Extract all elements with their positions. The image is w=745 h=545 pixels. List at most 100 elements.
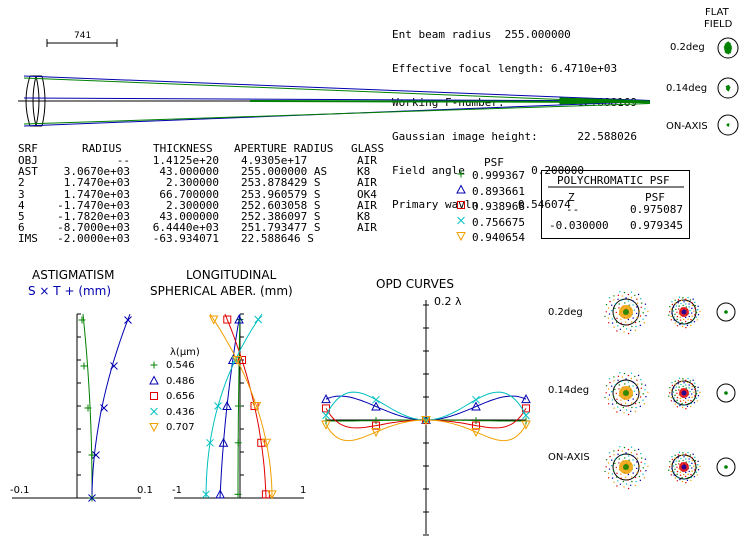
spot-dot — [690, 405, 692, 408]
ray-bundle-focus — [559, 97, 651, 105]
spot-dot — [616, 330, 618, 332]
spot-dot — [644, 458, 647, 460]
spot-dot — [684, 320, 687, 323]
effective-focal-length: Effective focal length: 6.4710e+03 — [392, 62, 618, 75]
spot-dot — [634, 321, 637, 324]
square-marker — [472, 421, 480, 430]
poly-psf-row-2-z: -0.030000 — [549, 219, 609, 232]
gaussian-image-height: Gaussian image height: 22.588026 — [392, 130, 638, 143]
spot-dot — [619, 372, 621, 374]
spot-dot — [647, 465, 649, 468]
spot-dot — [691, 393, 693, 395]
spot-core — [724, 310, 728, 314]
spot-dot — [699, 391, 701, 394]
spot-dot — [682, 304, 684, 307]
spot-dot — [694, 459, 697, 462]
spot-dot — [620, 403, 623, 405]
spot-dot — [696, 474, 699, 476]
spot-dot — [619, 483, 622, 485]
spot-core-inner — [623, 390, 629, 396]
spot-dot — [614, 462, 616, 465]
col-header-srf: SRF — [18, 142, 38, 155]
spot-dot — [611, 322, 614, 324]
spot-dot — [631, 406, 633, 409]
prescription-cell: 1.7470e+03 — [63, 187, 130, 201]
spot-dot — [632, 317, 634, 319]
spot-dot — [678, 389, 680, 391]
spot-dot — [675, 386, 677, 388]
triangle-marker — [521, 394, 531, 404]
spot-dot — [688, 306, 690, 308]
spot-dot — [687, 451, 689, 454]
spot-dot — [674, 302, 676, 304]
spot-dot — [611, 385, 613, 387]
spot-dot — [628, 304, 630, 306]
spot-dot — [634, 294, 636, 297]
spot-dot — [680, 454, 683, 457]
spot-dot — [638, 310, 641, 312]
longsa-0.436 — [205, 313, 263, 499]
spot-dot — [627, 455, 630, 457]
spot-dot — [682, 452, 684, 454]
opd-0.707 — [325, 419, 527, 442]
psf-value: 0.893661 — [472, 184, 525, 198]
spot-dot — [610, 390, 613, 393]
spot-circle — [716, 302, 736, 322]
spot-dot — [687, 318, 689, 320]
spot-dot — [680, 299, 683, 302]
spot-dot — [635, 312, 638, 315]
spot-dot — [688, 387, 690, 389]
spot-dot — [693, 469, 696, 471]
spot-dot — [675, 305, 677, 307]
spot-dot — [613, 380, 615, 382]
prescription-cell: 6.4440e+03 — [152, 221, 219, 235]
field-label-0.2deg: 0.2deg — [670, 42, 705, 53]
spot-dot — [627, 332, 630, 335]
prescription-cell: -8.7000e+03 — [57, 221, 130, 235]
wavelength-legend-title: λ(μm) — [170, 347, 200, 358]
spot-dot — [683, 301, 685, 303]
spot-dot — [631, 325, 633, 328]
spot-dot — [680, 380, 683, 383]
spot-dot — [685, 298, 687, 301]
spot-dot — [693, 465, 695, 467]
spot-dot — [611, 399, 614, 401]
poly-psf-row-2-psf: 0.979345 — [630, 219, 683, 232]
spot-dot — [694, 462, 696, 465]
spot-dot — [625, 483, 628, 485]
spot-dot — [605, 392, 607, 394]
spot-dot — [683, 323, 686, 326]
lens-surface — [35, 75, 40, 127]
spot-dot — [639, 315, 642, 317]
opd-scale: 0.2 λ — [434, 295, 462, 308]
spot-dot — [690, 473, 692, 476]
spot-dot — [636, 461, 638, 463]
field-spot-dot — [723, 46, 726, 48]
spot-dot — [607, 307, 610, 309]
spot-dot — [620, 477, 623, 479]
spot-dot — [616, 398, 618, 400]
spot-dot — [693, 310, 695, 312]
spot-dot — [682, 459, 684, 462]
spot-dot — [670, 474, 673, 476]
spot-dot — [625, 409, 628, 411]
spot-dot — [632, 398, 634, 400]
polychromatic-psf-box — [541, 170, 690, 239]
triangle-marker — [456, 184, 466, 194]
spot-dot — [670, 470, 672, 473]
spot-dot — [683, 478, 686, 481]
spot-dot — [676, 466, 678, 468]
spot-dot — [676, 396, 679, 399]
spot-dot — [676, 473, 678, 476]
spot-dot — [632, 455, 634, 457]
spot-dot — [612, 395, 615, 397]
field-spot-circle — [717, 114, 739, 136]
col-header-thickness: THICKNESS — [153, 142, 213, 155]
spot-dot — [612, 469, 615, 471]
spot-dot — [695, 316, 698, 318]
spot-dot — [645, 396, 647, 398]
spot-dot — [670, 315, 672, 318]
spot-dot — [620, 318, 622, 320]
spot-dot — [634, 410, 637, 413]
spot-dot — [674, 477, 677, 479]
